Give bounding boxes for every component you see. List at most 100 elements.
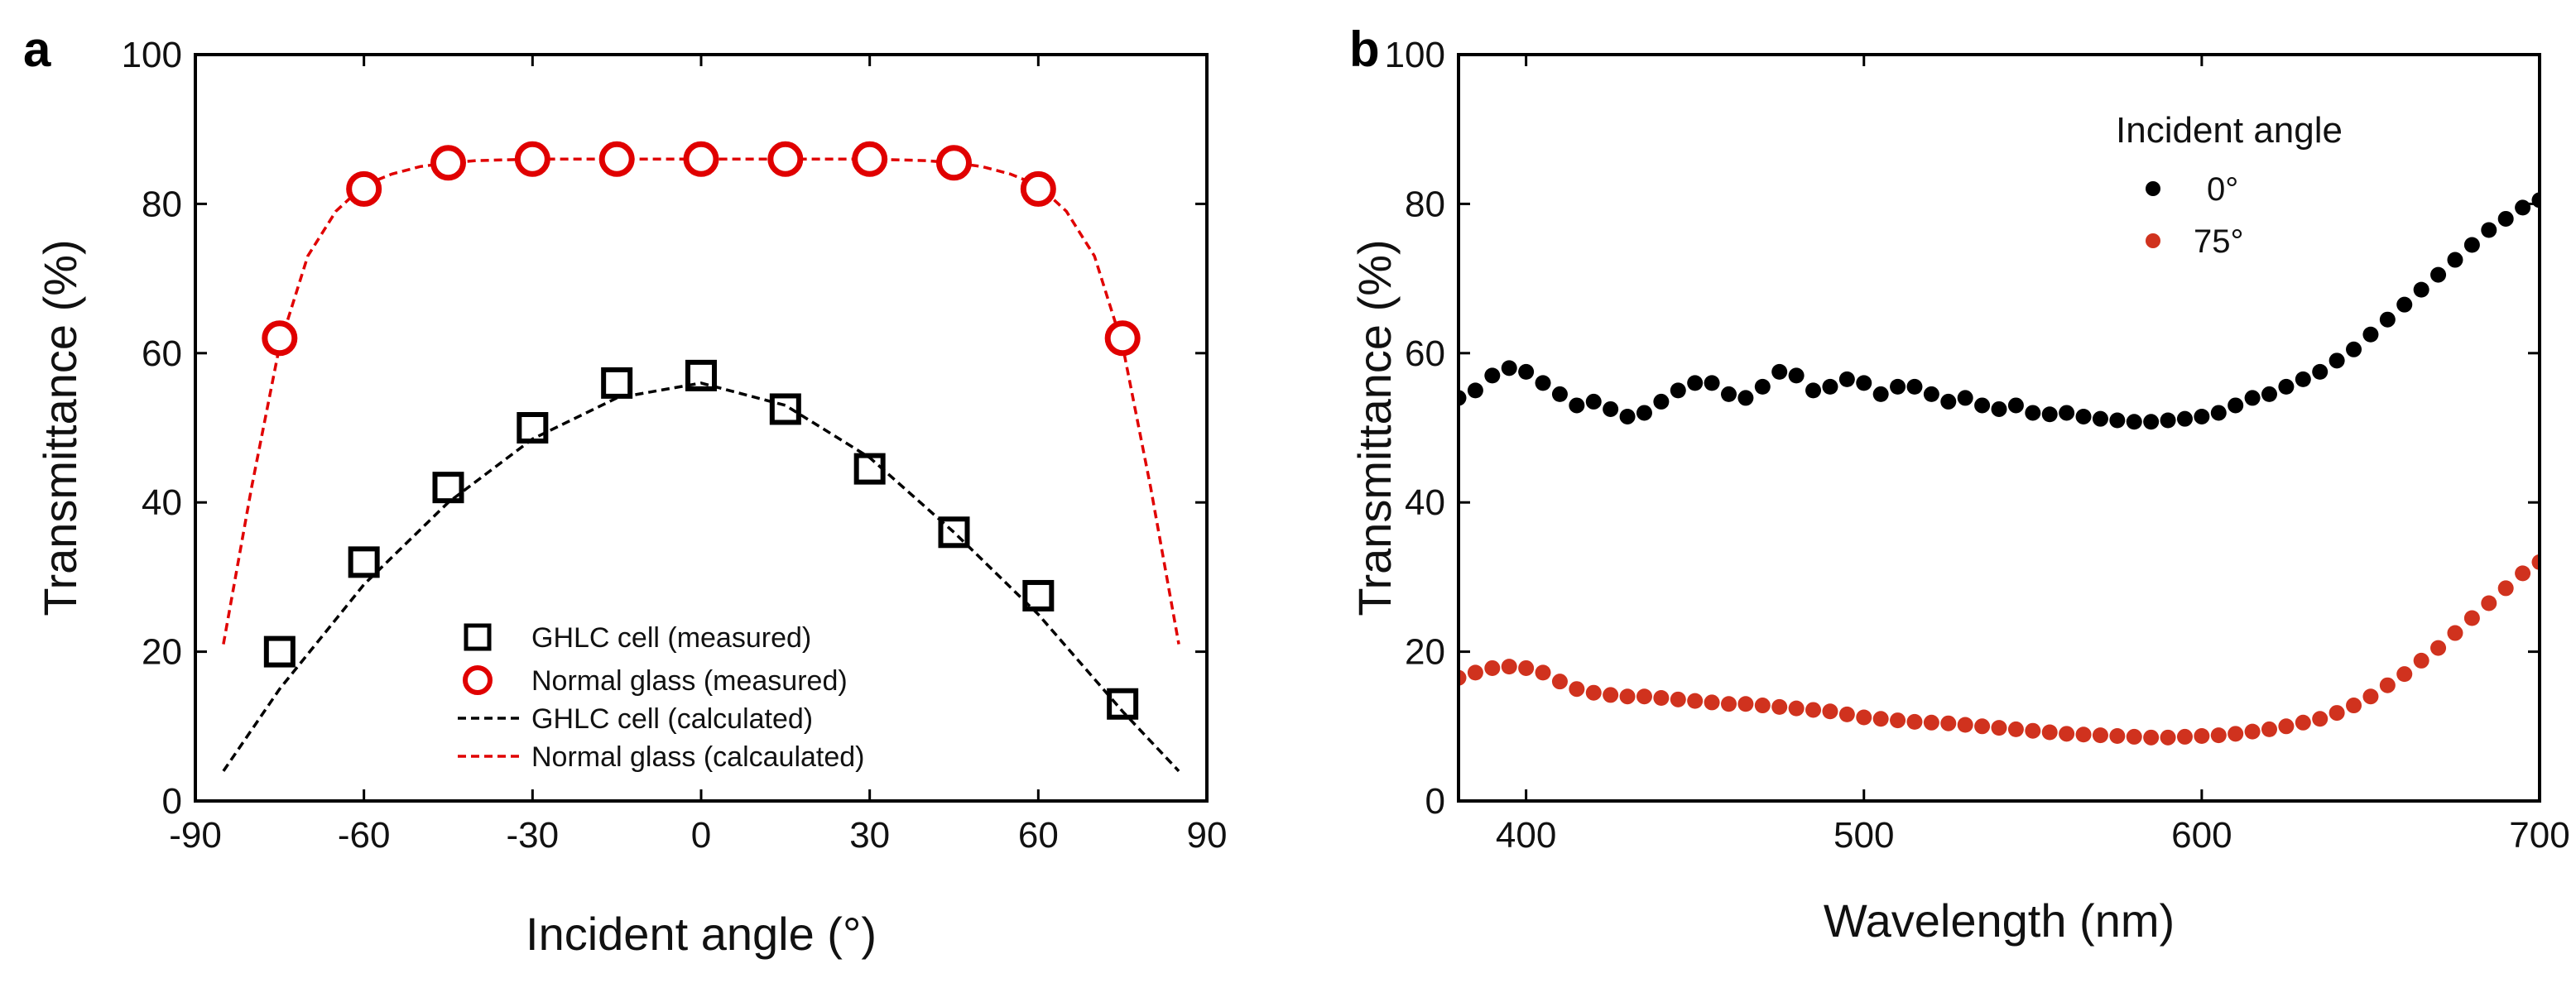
data-point-dot <box>2210 405 2227 421</box>
data-point-dot <box>2497 580 2514 597</box>
data-point-dot <box>1585 684 1602 701</box>
data-point-dot <box>1670 382 1686 399</box>
data-point-dot <box>1856 709 1872 726</box>
data-point-dot <box>2295 371 2311 387</box>
data-point-dot <box>1551 674 1568 690</box>
data-point-dot <box>2244 390 2261 406</box>
legend-marker-0deg <box>2146 181 2160 196</box>
data-point-dot <box>1788 367 1805 384</box>
data-point-dot <box>2092 727 2108 744</box>
data-point-dot <box>1501 360 1517 376</box>
data-point-dot <box>1704 375 1720 391</box>
data-point-circle <box>430 145 466 181</box>
data-point-square <box>1022 579 1055 611</box>
data-point-dot <box>2160 412 2176 429</box>
data-point-dot <box>1585 393 1602 410</box>
data-point-dot <box>2295 714 2311 731</box>
data-point-dot <box>2143 414 2160 430</box>
panel-a-legend: GHLC cell (measured) Normal glass (measu… <box>458 622 865 773</box>
data-point-dot <box>2346 698 2362 714</box>
data-point-dot <box>2194 408 2210 424</box>
data-point-circle <box>1104 320 1141 357</box>
data-point-dot <box>2362 326 2379 343</box>
y-tick-label: 20 <box>1405 632 1445 673</box>
data-point-dot <box>2531 554 2540 570</box>
data-point-dot <box>1890 712 1906 729</box>
data-point-dot <box>2228 726 2244 742</box>
data-point-dot <box>1687 693 1704 709</box>
data-point-dot <box>1484 659 1501 676</box>
data-point-dot <box>2328 705 2345 722</box>
x-tick-label: 30 <box>849 815 890 856</box>
data-point-square <box>348 546 380 578</box>
data-point-square <box>938 516 970 549</box>
data-point-dot <box>2059 405 2075 421</box>
data-point-dot <box>2025 722 2041 739</box>
y-tick-label: 80 <box>142 184 182 224</box>
data-point-dot <box>2075 408 2092 424</box>
x-tick-label: 60 <box>1018 815 1059 856</box>
y-tick-label: 0 <box>1425 781 1445 822</box>
data-point-dot <box>2176 728 2193 745</box>
panel-b-legend: Incident angle 0° 75° <box>2116 110 2343 260</box>
data-point-dot <box>2092 410 2108 427</box>
x-tick-label: 600 <box>2171 815 2232 856</box>
data-point-circle <box>346 170 382 207</box>
y-tick-label: 100 <box>122 35 182 75</box>
data-point-dot <box>2413 652 2429 669</box>
series-line-2 <box>222 381 1180 773</box>
data-point-dot <box>1569 397 1585 414</box>
data-point-dot <box>1687 375 1704 391</box>
data-point-dot <box>2143 729 2160 746</box>
x-tick-label: 700 <box>2509 815 2569 856</box>
data-point-dot <box>2447 252 2463 268</box>
data-point-dot <box>2396 296 2413 313</box>
data-point-dot <box>1636 405 1652 421</box>
data-point-dot <box>2463 610 2480 626</box>
data-point-dot <box>1551 386 1568 402</box>
panel-a-y-axis-title: Transmittance (%) <box>34 239 86 616</box>
data-point-dot <box>2396 666 2413 683</box>
data-point-dot <box>1721 696 1737 712</box>
data-point-dot <box>1721 386 1737 402</box>
x-tick-label: -30 <box>507 815 560 856</box>
data-point-dot <box>1771 363 1788 380</box>
data-point-dot <box>2463 237 2480 253</box>
data-point-dot <box>1603 400 1619 417</box>
panel-b: b 0 20 40 60 80 100 400 500 600 700 Wavelength (n… <box>1348 22 2570 947</box>
panel-b-frame <box>1457 53 2541 803</box>
data-point-dot <box>2007 397 2024 414</box>
data-point-dot <box>2041 406 2058 423</box>
data-point-dot <box>1822 703 1838 720</box>
data-point-dot <box>1788 700 1805 717</box>
legend-label-ghlc-measured: GHLC cell (measured) <box>531 622 811 654</box>
data-point-dot <box>1940 393 1957 410</box>
data-point-dot <box>1467 664 1483 681</box>
data-point-dot <box>1535 375 1551 391</box>
data-point-dot <box>1906 713 1923 730</box>
data-point-dot <box>2025 405 2041 421</box>
data-point-dot <box>1636 688 1652 705</box>
panel-a: a 0 20 40 60 80 100 -90 -60 -30 0 30 60 90 Incident … <box>23 22 1227 960</box>
data-point-dot <box>2362 688 2379 705</box>
data-point-dot <box>1805 702 1822 718</box>
legend-marker-75deg <box>2146 233 2160 248</box>
data-point-dot <box>2379 311 2396 328</box>
panel-b-plot-area <box>1459 192 2540 746</box>
data-point-dot <box>1754 378 1771 395</box>
data-point-dot <box>2278 718 2295 735</box>
data-point-dot <box>1838 371 1855 387</box>
data-point-circle <box>683 141 719 177</box>
data-point-dot <box>1771 698 1788 715</box>
data-point-dot <box>2228 397 2244 414</box>
panel-b-label: b <box>1349 22 1380 77</box>
data-point-dot <box>2244 723 2261 740</box>
data-point-dot <box>2430 266 2447 283</box>
x-tick-label: 400 <box>1496 815 1556 856</box>
legend-label-glass-measured: Normal glass (measured) <box>531 665 848 697</box>
data-point-dot <box>1653 393 1670 410</box>
legend-swatch-square <box>464 623 492 651</box>
data-point-dot <box>1619 408 1636 424</box>
data-point-dot <box>1518 363 1535 380</box>
data-point-dot <box>2210 727 2227 744</box>
